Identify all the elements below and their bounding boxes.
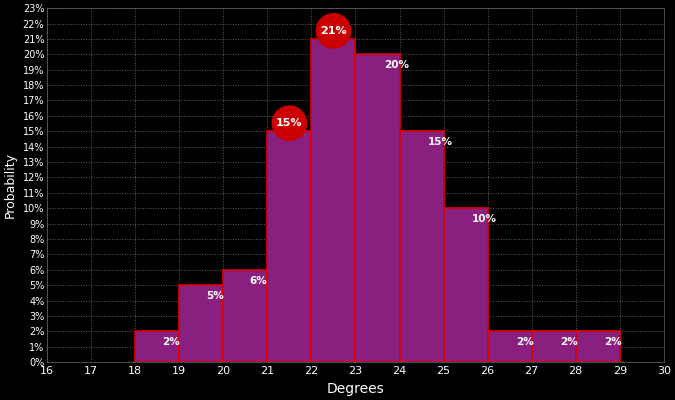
Bar bbox=[576, 331, 620, 362]
Bar bbox=[356, 54, 400, 362]
Bar bbox=[400, 131, 443, 362]
Bar bbox=[135, 331, 180, 362]
Text: 2%: 2% bbox=[161, 338, 180, 348]
Bar bbox=[487, 331, 532, 362]
Text: 10%: 10% bbox=[472, 214, 497, 224]
Bar bbox=[443, 208, 487, 362]
Text: 20%: 20% bbox=[384, 60, 409, 70]
Bar bbox=[311, 39, 356, 362]
Text: 2%: 2% bbox=[560, 338, 578, 348]
X-axis label: Degrees: Degrees bbox=[327, 382, 384, 396]
Text: 6%: 6% bbox=[250, 276, 267, 286]
Text: 5%: 5% bbox=[206, 291, 223, 301]
Bar bbox=[223, 270, 267, 362]
Text: 15%: 15% bbox=[428, 138, 453, 148]
Text: 15%: 15% bbox=[276, 118, 302, 128]
Text: 2%: 2% bbox=[516, 338, 534, 348]
Bar bbox=[267, 131, 311, 362]
Y-axis label: Probability: Probability bbox=[4, 152, 17, 218]
Bar bbox=[532, 331, 576, 362]
Bar bbox=[180, 285, 223, 362]
Text: 2%: 2% bbox=[604, 338, 622, 348]
Text: 21%: 21% bbox=[320, 26, 347, 36]
